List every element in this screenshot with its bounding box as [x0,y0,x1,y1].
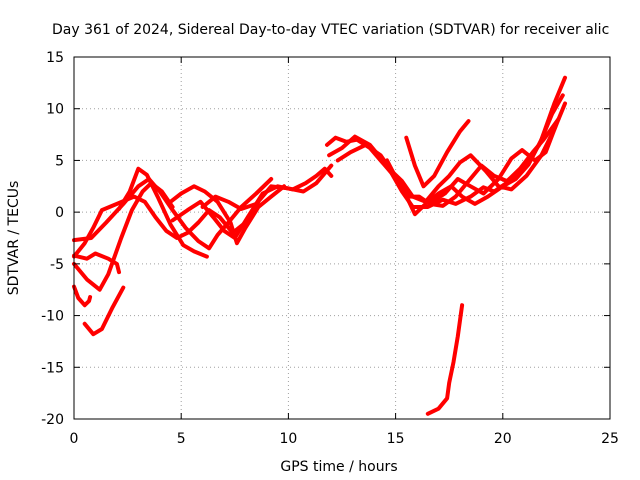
y-tick-label: -5 [50,257,64,273]
plot-frame [73,56,611,420]
series-line-s2 [72,194,261,259]
x-axis-label: GPS time / hours [280,459,397,475]
chart-title: Day 361 of 2024, Sidereal Day-to-day VTE… [52,22,609,38]
y-axis-label: SDTVAR / TECUs [6,181,22,296]
y-tick-label: -10 [41,309,64,325]
y-tick-label: 15 [46,50,64,66]
series-line-s1 [72,177,274,251]
y-tick-label: -15 [41,360,64,376]
axis-ticks [73,56,611,420]
x-tick-label: 0 [70,431,79,447]
series-line-s17 [425,303,465,416]
x-tick-label: 15 [387,431,405,447]
y-tick-label: 10 [46,102,64,118]
series-line-s16 [385,117,561,208]
series-line-s13 [335,101,567,204]
series-line-s4 [72,181,175,292]
y-tick-label: 5 [55,153,64,169]
series-line-s6 [168,184,287,246]
series-line-s10 [82,285,126,337]
series-line-s8 [200,163,334,211]
y-tick-label: -20 [41,412,64,428]
series-line-s14 [404,119,471,189]
x-tick-label: 25 [601,431,619,447]
x-tick-label: 10 [279,431,297,447]
x-tick-label: 5 [177,431,186,447]
y-tick-label: 0 [55,205,64,221]
series-line-s5 [117,166,209,259]
series-group [72,75,567,416]
series-line-s9 [72,284,93,308]
grid [74,57,610,419]
series-line-s3 [72,251,121,275]
x-tick-label: 20 [494,431,512,447]
